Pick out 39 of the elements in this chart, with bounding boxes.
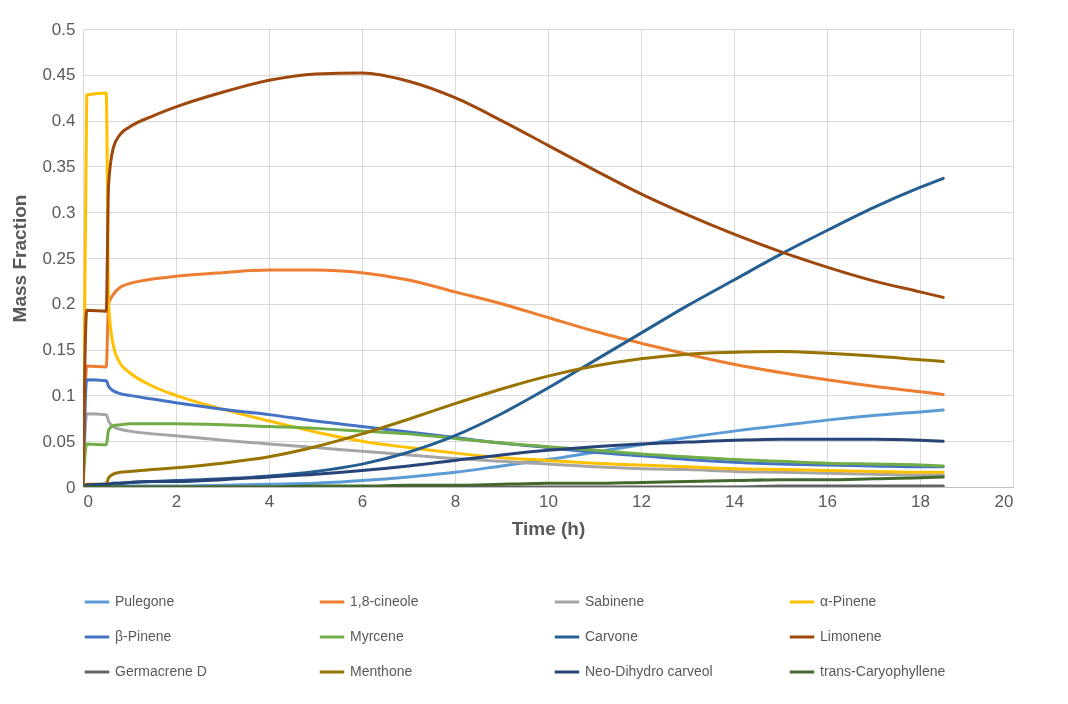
line-series — [83, 475, 945, 487]
legend-label: trans-Caryophyllene — [820, 663, 946, 679]
x-tick-label: 16 — [818, 491, 837, 511]
x-tick-label: 20 — [994, 491, 1014, 511]
y-tick-label: 0.35 — [42, 156, 76, 176]
y-tick-label: 0.5 — [51, 19, 76, 39]
legend-label: Limonene — [820, 628, 882, 644]
y-tick-label: 0.4 — [51, 111, 76, 131]
x-tick-label: 4 — [264, 491, 275, 511]
y-tick-label: 0.1 — [51, 385, 76, 405]
y-tick-label: 0.05 — [42, 431, 76, 451]
x-tick-label: 18 — [911, 491, 930, 511]
y-axis-title: Mass Fraction — [9, 194, 31, 323]
legend-label: Pulegone — [115, 593, 175, 609]
legend-label: Carvone — [585, 628, 639, 644]
x-tick-label: 14 — [725, 491, 744, 511]
legend-label: 1,8-cineole — [350, 593, 419, 609]
y-tick-label: 0.2 — [51, 294, 76, 314]
y-tick-label: 0.15 — [42, 340, 76, 360]
legend-label: β-Pinene — [115, 628, 172, 644]
x-tick-label: 0 — [83, 491, 93, 511]
x-tick-label: 12 — [632, 491, 651, 511]
x-tick-label: 10 — [539, 491, 558, 511]
x-tick-label: 6 — [357, 491, 368, 511]
y-tick-label: 0.3 — [51, 202, 76, 222]
legend-label: Myrcene — [350, 628, 404, 644]
x-tick-label: 8 — [450, 491, 461, 511]
line-series — [83, 349, 945, 487]
legend-label: Menthone — [350, 663, 413, 679]
x-tick-label: 2 — [171, 491, 182, 511]
y-tick-label: 0 — [66, 477, 76, 497]
legend-label: Germacrene D — [115, 663, 207, 679]
y-tick-label: 0.25 — [42, 248, 76, 268]
legend-label: Neo-Dihydro carveol — [585, 663, 713, 679]
y-tick-label: 0.45 — [42, 65, 76, 85]
legend-label: Sabinene — [585, 593, 645, 609]
legend-label: α-Pinene — [820, 593, 877, 609]
line-series — [83, 437, 945, 487]
x-axis-title: Time (h) — [511, 517, 586, 539]
